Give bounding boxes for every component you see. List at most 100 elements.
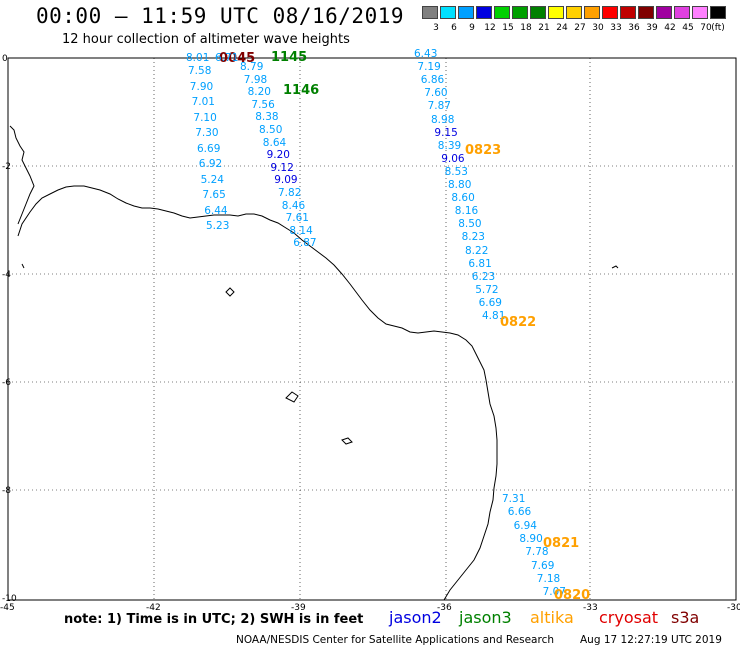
page-title: 00:00 – 11:59 UTC 08/16/2019: [36, 4, 405, 28]
wave-height-value: 8.16: [454, 205, 479, 218]
wave-height-value: 8.64: [262, 136, 287, 149]
credit-text: NOAA/NESDIS Center for Satellite Applica…: [236, 634, 554, 646]
wave-height-value: 6.87: [293, 237, 317, 250]
wave-height-value: 8.79: [240, 61, 264, 73]
island-east: [611, 265, 619, 269]
wave-height-value: 7.58: [188, 65, 212, 77]
island-rocas: [225, 287, 235, 297]
satellite-key-s3a: s3a: [671, 608, 700, 627]
wave-height-value: 5.24: [200, 173, 224, 186]
wave-height-value: 6.69: [478, 296, 502, 309]
pass-time-label: 0823: [465, 143, 502, 158]
wave-height-value: 7.69: [531, 559, 555, 572]
legend-swatch: [548, 6, 564, 19]
legend-value: 24: [556, 23, 568, 33]
wave-height-value: 7.01: [191, 96, 215, 108]
legend-swatch: [440, 6, 456, 19]
legend-value: 3: [433, 23, 439, 33]
map-frame: [7, 57, 737, 601]
lat-tick-label: -10: [2, 594, 17, 604]
legend-value: 45: [682, 23, 694, 33]
legend-value: 12: [484, 23, 496, 33]
pass-time-label: 1145: [271, 50, 308, 65]
island-west: [21, 263, 25, 269]
wave-height-value: 9.20: [266, 149, 290, 162]
wave-height-value: 8.20: [247, 86, 271, 99]
legend-swatch: [494, 6, 510, 19]
wave-height-value: 6.44: [204, 204, 228, 217]
legend-unit: (ft): [711, 23, 725, 33]
satellite-key-jason2: jason2: [389, 608, 442, 627]
wave-height-value: 8.39: [437, 139, 462, 152]
wave-height-value: 7.30: [195, 127, 219, 139]
island-small: [341, 437, 353, 445]
pass-time-label: 1146: [283, 83, 320, 98]
legend-swatch: [602, 6, 618, 19]
lat-tick-label: 0: [2, 54, 8, 64]
wave-height-value: 7.87: [427, 100, 451, 113]
pass-time-label: 0045: [219, 51, 256, 66]
wave-height-value: 9.15: [434, 126, 458, 139]
footer-note: note: 1) Time is in UTC; 2) SWH is in fe…: [64, 612, 364, 627]
legend-value: 9: [469, 23, 475, 33]
wave-height-value: 4.81: [482, 310, 506, 322]
legend-swatch: [566, 6, 582, 19]
wave-height-value: 8.50: [259, 124, 283, 136]
legend-swatch: [584, 6, 600, 19]
wave-height-value: 7.78: [525, 546, 549, 559]
legend-swatch: [530, 6, 546, 19]
legend-swatch: [656, 6, 672, 19]
satellite-key-jason3: jason3: [459, 608, 512, 627]
legend-value: 21: [538, 23, 550, 33]
wave-height-value: 7.60: [424, 87, 448, 100]
wave-height-value: 8.50: [458, 218, 482, 231]
wave-height-value: 8.53: [444, 165, 468, 178]
wave-height-value: 7.07: [542, 586, 566, 599]
wave-height-value: 8.23: [461, 231, 485, 244]
lon-tick-label: -42: [146, 603, 161, 613]
legend-swatch: [512, 6, 528, 19]
lon-tick-label: -45: [0, 603, 15, 613]
coastline-north: [9, 125, 35, 225]
legend-swatch: [710, 6, 726, 19]
coastline: [17, 185, 498, 601]
wave-height-value: 7.10: [193, 111, 217, 124]
wave-height-value: 8.01: [186, 52, 210, 64]
wave-height-value: 7.90: [189, 80, 214, 93]
legend-swatch: [422, 6, 438, 19]
lon-tick-label: -39: [291, 603, 306, 613]
wave-height-value: 6.86: [420, 74, 445, 87]
legend-value: 39: [646, 23, 658, 33]
wave-height-value: 6.23: [471, 270, 496, 283]
wave-height-value: 8.90: [519, 532, 543, 545]
legend-swatch: [674, 6, 690, 19]
wave-height-value: 8.46: [281, 199, 306, 212]
pass-time-label: 0822: [500, 315, 537, 330]
lat-tick-label: -8: [2, 486, 11, 496]
wave-height-value: 7.98: [243, 73, 268, 86]
wave-height-value: 7.61: [285, 212, 309, 225]
wave-height-value: 9.06: [441, 152, 465, 165]
wave-height-value: 7.65: [202, 189, 226, 201]
legend-value: 33: [610, 23, 622, 33]
wave-height-value: 8.38: [255, 111, 279, 124]
legend-value: 36: [628, 23, 640, 33]
legend-value: 70: [700, 23, 712, 33]
legend-swatch: [620, 6, 636, 19]
wave-height-value: 7.19: [417, 61, 441, 74]
satellite-key-cryosat: cryosat: [599, 608, 659, 627]
wave-height-value: 7.18: [536, 572, 561, 585]
legend-value: 30: [592, 23, 604, 33]
legend-swatch: [458, 6, 474, 19]
wave-height-value: 6.92: [198, 158, 223, 170]
wave-height-value: 6.43: [414, 48, 438, 60]
wave-height-value: 5.72: [475, 283, 499, 296]
wave-height-value: 7.31: [502, 493, 526, 505]
lat-tick-label: -6: [2, 378, 11, 388]
generated-timestamp: Aug 17 12:27:19 UTC 2019: [580, 634, 722, 646]
pass-time-label: 0820: [554, 588, 591, 603]
legend-swatch: [476, 6, 492, 19]
legend-value: 15: [502, 23, 514, 33]
legend-swatch: [638, 6, 654, 19]
